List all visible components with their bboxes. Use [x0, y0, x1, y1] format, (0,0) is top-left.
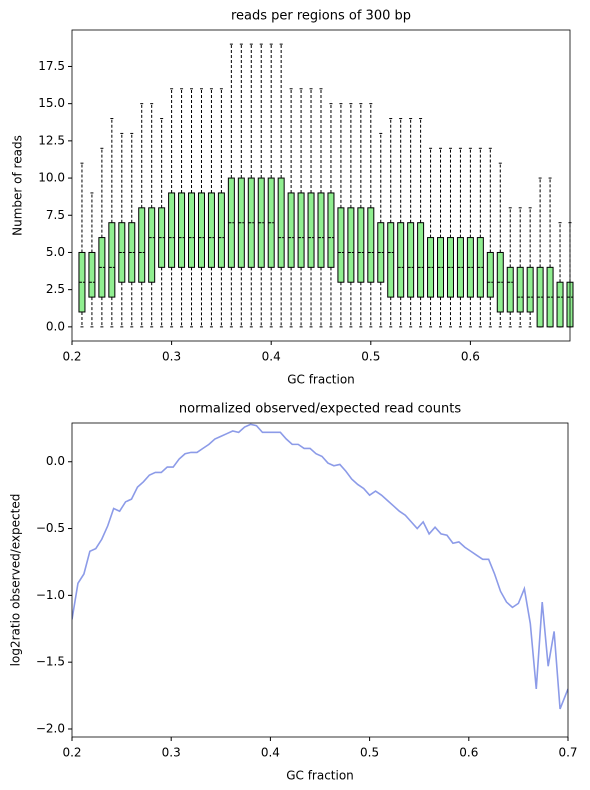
box — [188, 192, 196, 268]
y-tick-label: −1.5 — [36, 655, 65, 669]
line — [72, 423, 568, 710]
y-axis-label: log2ratio observed/expected — [9, 494, 23, 667]
box — [317, 192, 325, 268]
box — [148, 207, 156, 283]
y-tick-label: 5.0 — [46, 245, 65, 259]
y-tick-label: 15.0 — [38, 96, 65, 110]
box — [486, 251, 494, 298]
y-axis-label: Number of reads — [11, 135, 25, 236]
box — [207, 192, 215, 268]
box — [357, 207, 365, 283]
x-tick-label: 0.2 — [62, 350, 81, 364]
box — [337, 207, 345, 283]
y-tick-label: 10.0 — [38, 171, 65, 185]
x-tick-label: 0.4 — [261, 746, 280, 760]
x-tick-label: 0.6 — [461, 350, 480, 364]
y-tick-label: −2.0 — [36, 721, 65, 735]
box — [347, 207, 355, 283]
box — [287, 192, 295, 268]
box — [138, 207, 146, 283]
y-tick-label: 12.5 — [38, 133, 65, 147]
box — [108, 222, 116, 298]
box — [88, 251, 96, 298]
box — [387, 222, 395, 298]
x-tick-label: 0.6 — [459, 746, 478, 760]
y-tick-label: 17.5 — [38, 59, 65, 73]
x-tick-label: 0.7 — [558, 746, 577, 760]
box — [526, 266, 534, 313]
chart-title: normalized observed/expected read counts — [179, 402, 461, 417]
y-tick-label: −1.0 — [36, 588, 65, 602]
plot-frame — [71, 29, 571, 342]
box — [217, 192, 225, 268]
chart-title: reads per regions of 300 bp — [231, 9, 411, 24]
box — [178, 192, 186, 268]
box — [407, 222, 415, 298]
box — [277, 177, 285, 268]
box — [197, 192, 205, 268]
box — [516, 266, 524, 313]
x-tick-label: 0.4 — [262, 350, 281, 364]
box — [397, 222, 405, 298]
x-tick-label: 0.2 — [62, 746, 81, 760]
x-axis-label: GC fraction — [287, 373, 355, 387]
y-tick-label: −0.5 — [36, 521, 65, 535]
box — [367, 207, 375, 283]
y-tick-label: 0.0 — [46, 319, 65, 333]
x-tick-label: 0.3 — [162, 350, 181, 364]
box — [307, 192, 315, 268]
x-axis-label: GC fraction — [286, 769, 354, 783]
box — [168, 192, 176, 268]
box — [506, 266, 514, 313]
box — [417, 222, 425, 298]
plot-frame — [71, 422, 569, 738]
box — [297, 192, 305, 268]
y-tick-label: 2.5 — [46, 282, 65, 296]
y-tick-label: 0.0 — [46, 454, 65, 468]
box — [556, 281, 564, 328]
x-tick-label: 0.3 — [162, 746, 181, 760]
y-tick-label: 7.5 — [46, 208, 65, 222]
x-tick-label: 0.5 — [361, 350, 380, 364]
x-tick-label: 0.5 — [360, 746, 379, 760]
box — [327, 192, 335, 268]
